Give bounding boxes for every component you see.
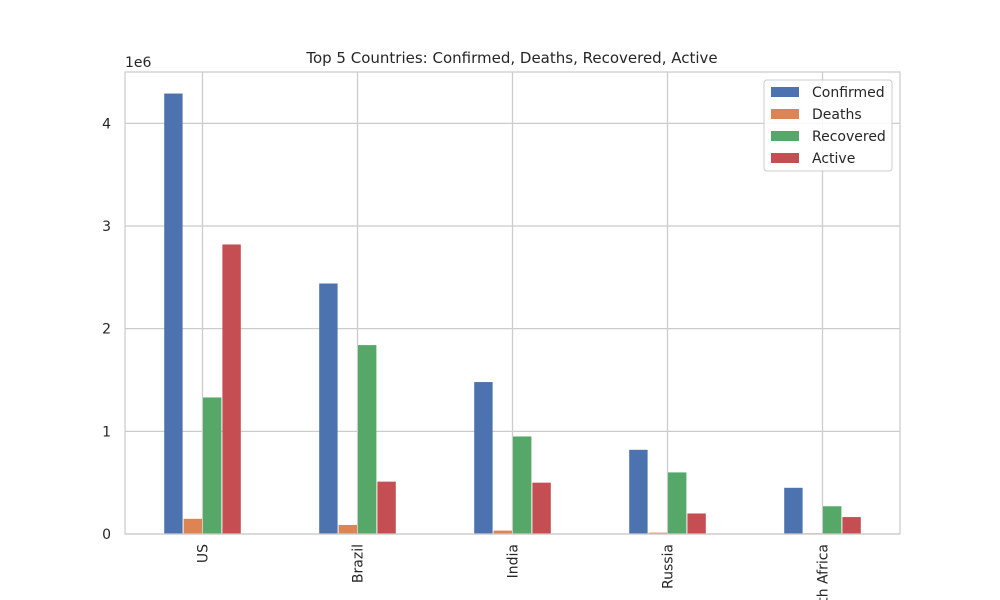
x-axis: US Brazil India Russia South Africa: [196, 544, 832, 600]
legend: Confirmed Deaths Recovered Active: [763, 79, 893, 172]
grid-lines: [125, 72, 900, 535]
bar-recovered-us: [203, 397, 222, 534]
y-axis-exponent: 1e6: [125, 55, 152, 71]
bar-deaths-india: [493, 530, 512, 534]
x-tick-label: Brazil: [351, 544, 367, 583]
bar-active-india: [532, 482, 551, 534]
bar-deaths-us: [183, 518, 202, 534]
y-axis: 0 1 2 3 4: [102, 116, 111, 543]
bar-deaths-russia: [648, 532, 667, 534]
bar-active-south-africa: [842, 517, 861, 534]
y-tick-label: 3: [102, 219, 111, 235]
bar-recovered-russia: [668, 472, 687, 534]
y-tick-label: 0: [102, 527, 111, 543]
bar-recovered-brazil: [358, 345, 377, 534]
bar-deaths-brazil: [338, 524, 357, 534]
legend-swatch: [771, 131, 799, 141]
bar-confirmed-south-africa: [784, 487, 803, 534]
x-tick-label: Russia: [661, 544, 677, 589]
bar-confirmed-india: [474, 382, 493, 534]
chart-title: Top 5 Countries: Confirmed, Deaths, Reco…: [305, 49, 717, 67]
legend-label: Confirmed: [812, 85, 885, 101]
bar-active-us: [222, 244, 241, 534]
plot-frame: [124, 71, 901, 535]
legend-label: Active: [812, 151, 855, 167]
bar-confirmed-us: [164, 93, 183, 534]
y-tick-label: 2: [102, 322, 111, 338]
bar-recovered-south-africa: [823, 506, 842, 534]
x-tick-label: South Africa: [816, 544, 832, 600]
legend-swatch: [771, 153, 799, 163]
x-tick-label: US: [196, 544, 212, 563]
bar-active-russia: [687, 513, 706, 534]
x-tick-label: India: [506, 544, 522, 578]
bars: [164, 93, 861, 534]
y-tick-label: 4: [102, 116, 111, 132]
y-tick-label: 1: [102, 424, 111, 440]
legend-box: [763, 79, 893, 172]
bar-active-brazil: [377, 481, 396, 534]
legend-swatch: [771, 109, 799, 119]
legend-label: Deaths: [812, 107, 862, 123]
legend-label: Recovered: [812, 129, 886, 145]
bar-confirmed-russia: [629, 449, 648, 534]
bar-recovered-india: [513, 436, 532, 534]
bar-confirmed-brazil: [319, 283, 338, 534]
legend-swatch: [771, 87, 799, 97]
